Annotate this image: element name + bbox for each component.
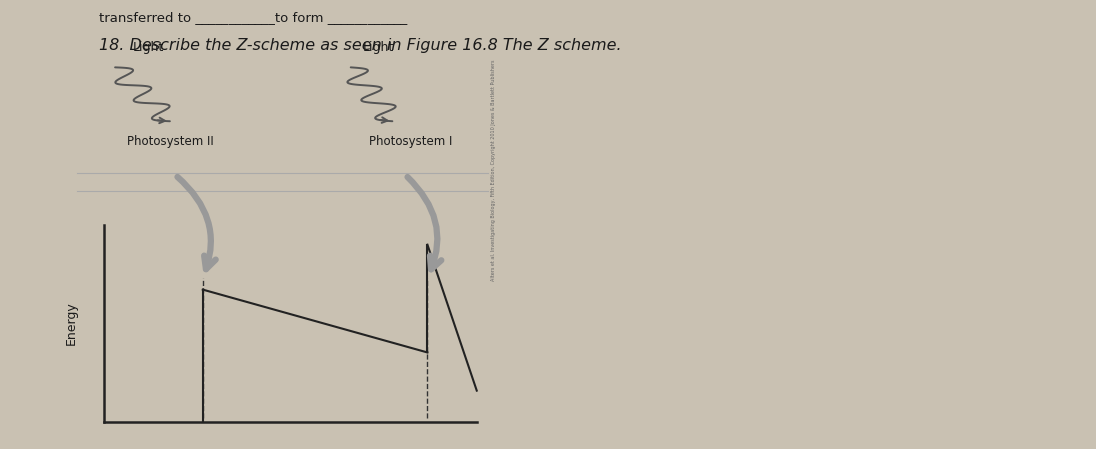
Text: Alters et al. Investigating Biology, Fifth Edition, Copyright 2010 Jones & Bartl: Alters et al. Investigating Biology, Fif… bbox=[491, 60, 496, 282]
Text: Light: Light bbox=[363, 41, 393, 54]
Text: Photosystem I: Photosystem I bbox=[369, 135, 453, 148]
Text: Photosystem II: Photosystem II bbox=[126, 135, 214, 148]
Text: transferred to ____________to form ____________: transferred to ____________to form _____… bbox=[99, 11, 407, 24]
Text: Energy: Energy bbox=[65, 301, 78, 345]
Text: Light: Light bbox=[133, 41, 163, 54]
Text: 18. Describe the Z-scheme as seen in Figure 16.8 The Z scheme.: 18. Describe the Z-scheme as seen in Fig… bbox=[99, 38, 621, 53]
